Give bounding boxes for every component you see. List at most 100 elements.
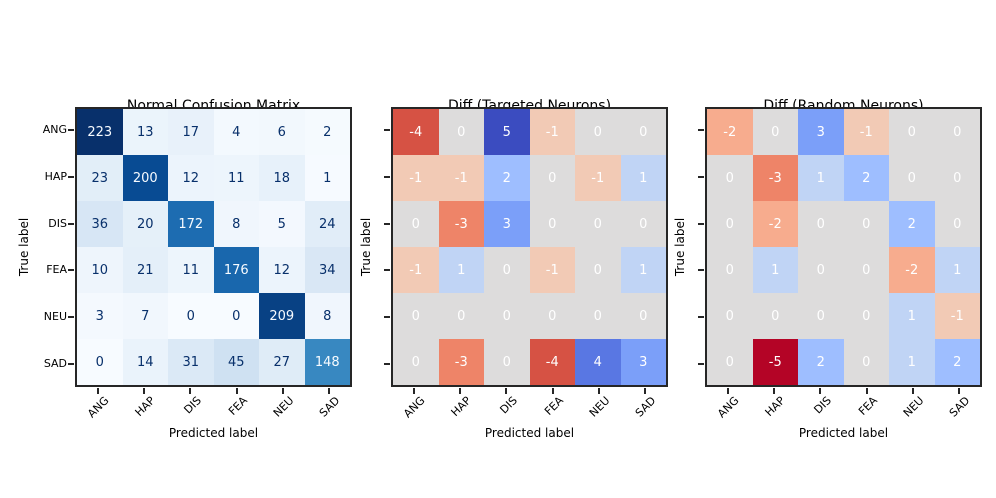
y-tick-mark bbox=[384, 222, 390, 225]
x-tick-mark bbox=[505, 388, 508, 394]
x-tick-mark bbox=[281, 388, 284, 394]
heatmap-cell: 0 bbox=[77, 339, 123, 385]
heatmap-cell: -4 bbox=[529, 339, 575, 385]
y-tick-mark bbox=[698, 269, 704, 272]
x-tick-label: NEU bbox=[270, 394, 296, 420]
x-tick-mark bbox=[727, 388, 730, 394]
heatmap-cell: -5 bbox=[752, 339, 798, 385]
heatmap-cell: 223 bbox=[77, 109, 123, 155]
y-tick-mark bbox=[384, 129, 390, 132]
heatmap-cell: -3 bbox=[438, 201, 484, 247]
x-tick-label: HAP bbox=[132, 394, 158, 420]
heatmap-cell: 0 bbox=[393, 201, 439, 247]
panel-diff-random-neurons: Diff (Random Neurons) True label -2 0 3 -1 0… bbox=[673, 0, 982, 498]
heatmap-cell: 8 bbox=[213, 201, 259, 247]
heatmap-cell: 0 bbox=[620, 201, 666, 247]
x-axis-label: Predicted label bbox=[168, 426, 259, 440]
heatmap-cell: 2 bbox=[934, 339, 980, 385]
heatmap-cell: 0 bbox=[484, 247, 530, 293]
heatmap-cell: 0 bbox=[484, 293, 530, 339]
heatmap-cell: 1 bbox=[620, 155, 666, 201]
heatmap-cell: -1 bbox=[438, 155, 484, 201]
heatmap-cell: -1 bbox=[393, 247, 439, 293]
heatmap-cell: 0 bbox=[798, 247, 844, 293]
y-axis-label: True label bbox=[359, 217, 373, 277]
x-tick-mark bbox=[97, 388, 100, 394]
heatmap-cell: 0 bbox=[843, 201, 889, 247]
heatmap-cell: -1 bbox=[934, 293, 980, 339]
x-axis-label: Predicted label bbox=[484, 426, 575, 440]
heatmap-cell: 4 bbox=[213, 109, 259, 155]
heatmap-cell: 0 bbox=[934, 155, 980, 201]
heatmap-cell: 0 bbox=[798, 293, 844, 339]
heatmap-cell: -1 bbox=[529, 109, 575, 155]
heatmap-cell: 2 bbox=[798, 339, 844, 385]
heatmap-cell: -2 bbox=[889, 247, 935, 293]
x-tick-label: DIS bbox=[497, 394, 520, 417]
y-tick-mark bbox=[384, 362, 390, 365]
heatmap-cell: -1 bbox=[843, 109, 889, 155]
y-tick-mark bbox=[698, 176, 704, 178]
x-tick-label: ANG bbox=[714, 394, 742, 421]
y-tick-mark bbox=[68, 269, 74, 272]
y-tick-label: SAD bbox=[43, 356, 67, 370]
heatmap-cell: 0 bbox=[707, 339, 753, 385]
heatmap-cell: 27 bbox=[259, 339, 305, 385]
heatmap-cell: 0 bbox=[575, 201, 621, 247]
y-axis-label: True label bbox=[673, 217, 687, 277]
heatmap-cells: -2 0 3 -1 0 0 0 -3 1 2 0 0 0 -2 0 0 2 0 0 1 0 0 -2 1 0 0 0 0 1 -1 0 -5 2… bbox=[707, 109, 980, 385]
heatmap-cell: 0 bbox=[752, 109, 798, 155]
heatmap-cell: 1 bbox=[620, 247, 666, 293]
heatmap-cell: 45 bbox=[213, 339, 259, 385]
heatmap-cell: 2 bbox=[889, 201, 935, 247]
heatmap-cell: 0 bbox=[889, 109, 935, 155]
heatmap-cell: 6 bbox=[259, 109, 305, 155]
heatmap-cell: 0 bbox=[934, 109, 980, 155]
y-tick-mark bbox=[384, 316, 390, 318]
y-tick-mark bbox=[698, 222, 704, 225]
heatmap-cell: 31 bbox=[168, 339, 214, 385]
x-tick-mark bbox=[189, 388, 192, 394]
heatmap-cell: 0 bbox=[707, 201, 753, 247]
y-tick-mark bbox=[68, 129, 74, 132]
heatmap-cell: 0 bbox=[752, 293, 798, 339]
heatmap-cell: 17 bbox=[168, 109, 214, 155]
heatmap-cell: 18 bbox=[259, 155, 305, 201]
x-tick-label: DIS bbox=[811, 394, 834, 417]
x-tick-label: HAP bbox=[448, 394, 474, 420]
heatmap-cell: 0 bbox=[529, 201, 575, 247]
heatmap-cell: 36 bbox=[77, 201, 123, 247]
x-tick-mark bbox=[459, 388, 462, 394]
x-tick-label: HAP bbox=[762, 394, 788, 420]
x-tick-label: FEA bbox=[541, 394, 566, 418]
x-tick-label: NEU bbox=[900, 394, 926, 420]
heatmap-normal: 223 13 17 4 6 2 23 200 12 11 18 1 36 20 172 8 5 24 10 21 11 1… bbox=[75, 107, 352, 387]
heatmap-cell: 0 bbox=[707, 247, 753, 293]
x-tick-mark bbox=[327, 388, 330, 394]
heatmap-cell: 0 bbox=[575, 109, 621, 155]
heatmap-cell: 1 bbox=[889, 293, 935, 339]
heatmap-cell: 2 bbox=[304, 109, 350, 155]
heatmap-cell: 209 bbox=[259, 293, 305, 339]
x-tick-mark bbox=[957, 388, 960, 394]
y-tick-label: ANG bbox=[42, 123, 67, 137]
y-tick-mark bbox=[384, 176, 390, 178]
heatmap-cell: 3 bbox=[798, 109, 844, 155]
x-tick-mark bbox=[597, 388, 600, 394]
heatmap-cell: -3 bbox=[752, 155, 798, 201]
heatmap-cell: -3 bbox=[438, 339, 484, 385]
heatmap-cell: 0 bbox=[393, 339, 439, 385]
x-tick-mark bbox=[911, 388, 914, 394]
heatmap-cells: -4 0 5 -1 0 0 -1 -1 2 0 -1 1 0 -3 3 0 0 0 -1 1 0 -1 0 1 0 0 0 0 0 0 0-… bbox=[393, 109, 666, 385]
heatmap-cell: -1 bbox=[393, 155, 439, 201]
heatmap-cell: -1 bbox=[575, 155, 621, 201]
x-tick-label: FEA bbox=[855, 394, 880, 418]
heatmap-cell: 1 bbox=[752, 247, 798, 293]
x-tick-mark bbox=[143, 388, 146, 394]
heatmap-cell: 0 bbox=[934, 201, 980, 247]
heatmap-cell: 0 bbox=[843, 293, 889, 339]
heatmap-cell: 1 bbox=[798, 155, 844, 201]
heatmap-cell: 0 bbox=[529, 293, 575, 339]
heatmap-cell: 8 bbox=[304, 293, 350, 339]
